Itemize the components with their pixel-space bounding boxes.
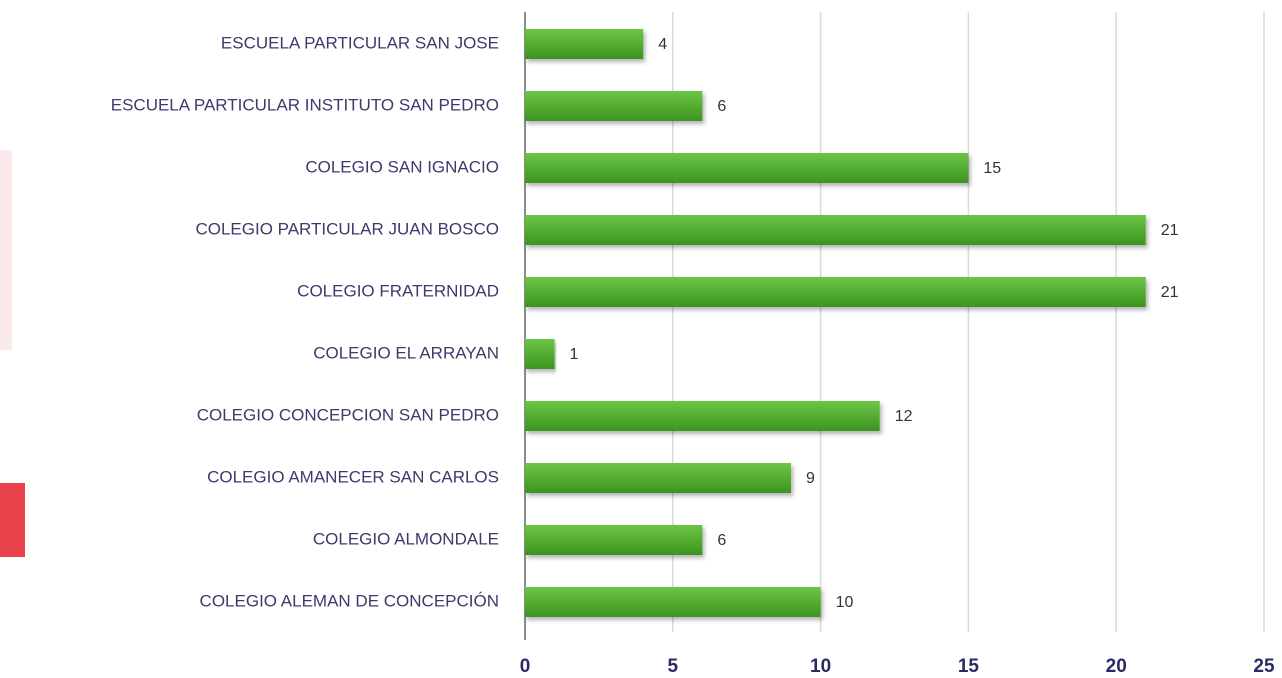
data-label: 10 (836, 594, 854, 611)
x-tick-label: 20 (1106, 656, 1127, 677)
x-tick-label: 15 (958, 656, 980, 677)
y-tick-label: COLEGIO CONCEPCION SAN PEDRO (197, 405, 499, 424)
y-tick-label: COLEGIO EL ARRAYAN (313, 343, 499, 362)
bar (525, 463, 792, 493)
x-tick-label: 25 (1253, 656, 1275, 677)
data-label: 6 (717, 532, 726, 549)
bar (525, 525, 703, 555)
y-tick-label: ESCUELA PARTICULAR SAN JOSE (221, 33, 499, 52)
y-tick-label: COLEGIO AMANECER SAN CARLOS (207, 467, 499, 486)
bar (525, 153, 969, 183)
x-tick-label: 5 (668, 656, 679, 677)
y-tick-label: COLEGIO FRATERNIDAD (297, 281, 499, 300)
data-label: 21 (1161, 222, 1179, 239)
y-tick-label: COLEGIO ALMONDALE (313, 529, 499, 548)
data-label: 9 (806, 470, 815, 487)
data-label: 15 (983, 160, 1001, 177)
bar (525, 587, 821, 617)
data-label: 6 (717, 98, 726, 115)
y-tick-label: COLEGIO PARTICULAR JUAN BOSCO (195, 219, 499, 238)
decoration (0, 483, 25, 557)
x-tick-label: 0 (520, 656, 531, 677)
y-tick-label: COLEGIO SAN IGNACIO (305, 157, 499, 176)
decoration (0, 150, 12, 350)
bar (525, 277, 1146, 307)
bar (525, 401, 880, 431)
bar (525, 339, 555, 369)
data-label: 12 (895, 408, 913, 425)
y-tick-label: COLEGIO ALEMAN DE CONCEPCIÓN (200, 591, 499, 610)
bar (525, 91, 703, 121)
data-label: 21 (1161, 284, 1179, 301)
y-tick-label: ESCUELA PARTICULAR INSTITUTO SAN PEDRO (111, 95, 499, 114)
bar (525, 215, 1146, 245)
data-label: 1 (570, 346, 579, 363)
data-label: 4 (658, 36, 667, 53)
x-tick-label: 10 (810, 656, 831, 677)
bar (525, 29, 644, 59)
